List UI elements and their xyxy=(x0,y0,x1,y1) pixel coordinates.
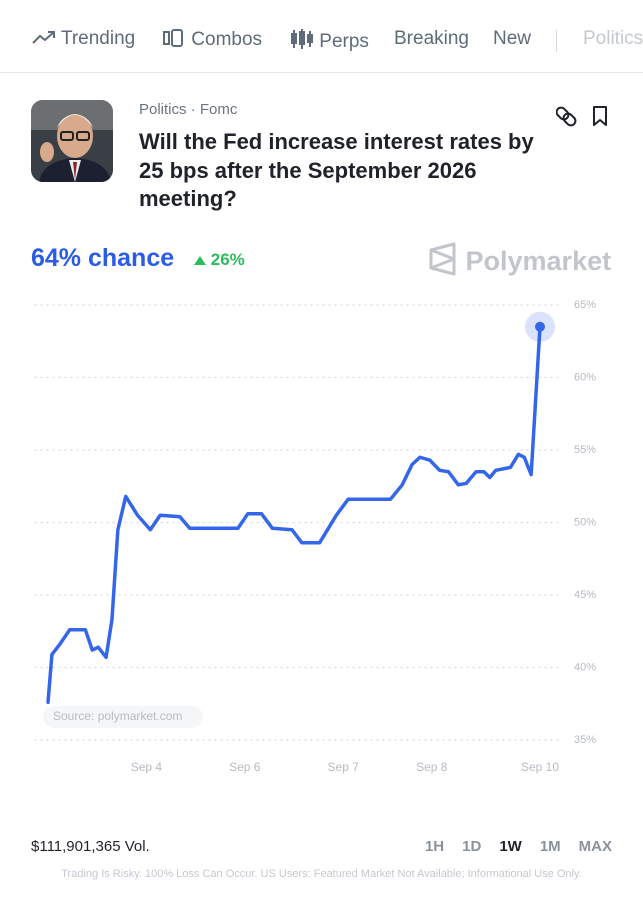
x-tick-label: Sep 4 xyxy=(131,760,163,774)
end-point xyxy=(535,321,545,332)
icon xyxy=(163,29,183,47)
link-icon[interactable] xyxy=(556,106,577,128)
range-selector: 1H 1D 1W 1M MAX xyxy=(425,838,612,855)
actions xyxy=(556,106,607,128)
source: Source: polymarket.com xyxy=(53,709,182,723)
range-button[interactable]: 1M xyxy=(539,838,561,855)
nav-new[interactable]: New xyxy=(493,28,532,49)
y-tick-label: 40% xyxy=(574,661,596,673)
market-tags: Politics · Fomc xyxy=(139,101,238,118)
nav-breaking[interactable]: Breaking xyxy=(394,28,469,49)
range-button[interactable]: 1W xyxy=(499,838,522,855)
change-value: 26% xyxy=(210,250,245,269)
market-question: Will the Fed increase interest rates by … xyxy=(139,129,534,211)
icon xyxy=(32,31,55,44)
nav-combos[interactable]: Combos xyxy=(162,28,262,51)
up-arrow xyxy=(194,256,206,265)
change: 26% xyxy=(194,250,245,270)
bookmark-icon[interactable] xyxy=(593,106,607,126)
nav-label: Trending xyxy=(60,28,136,49)
nav-politics[interactable]: Politics xyxy=(583,28,643,49)
y-tick-label: 55% xyxy=(574,444,596,456)
brand-logo xyxy=(429,242,456,276)
market-image xyxy=(31,100,113,182)
chart: Source: polymarket.com 35% 40% 45% 50% 55% 60… xyxy=(34,299,596,774)
range-button[interactable]: 1D xyxy=(462,838,482,855)
range-button[interactable]: 1H xyxy=(424,838,445,855)
disclaimer: Trading Is Risky. 100% Loss Can Occur. U… xyxy=(61,868,582,880)
x-tick-label: Sep 8 xyxy=(416,760,448,774)
range-button[interactable]: MAX xyxy=(578,838,612,855)
x-tick-label: Sep 7 xyxy=(328,760,360,774)
price-line xyxy=(46,325,542,705)
y-tick-label: 60% xyxy=(574,371,596,383)
x-tick-label: Sep 10 xyxy=(521,760,559,774)
brand-name: Polymarket xyxy=(465,246,612,276)
nav-label: Combos xyxy=(191,29,263,50)
y-tick-label: 35% xyxy=(574,734,596,746)
chance: 64% chance xyxy=(31,244,175,272)
volume: $111,901,365 Vol. xyxy=(31,838,150,855)
nav-border xyxy=(0,72,643,73)
y-tick-label: 45% xyxy=(574,589,596,601)
nav-perps[interactable]: Perps xyxy=(290,28,369,53)
brand: Polymarket xyxy=(428,242,611,277)
y-tick-label: 50% xyxy=(574,516,596,528)
y-tick-label: 65% xyxy=(574,299,596,311)
nav-divider xyxy=(556,30,557,52)
nav-trending[interactable]: Trending xyxy=(32,28,135,50)
nav-label: Perps xyxy=(319,31,369,52)
x-tick-label: Sep 6 xyxy=(229,760,261,774)
icon xyxy=(291,29,313,49)
source-pill: Source: polymarket.com xyxy=(43,706,203,728)
